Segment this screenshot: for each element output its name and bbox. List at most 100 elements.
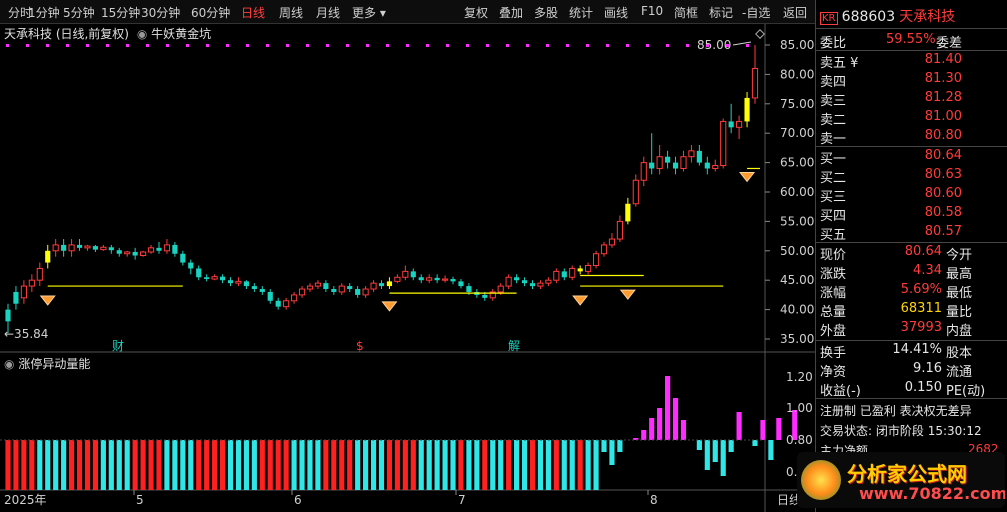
candle-body: [132, 251, 138, 256]
candle-72: [577, 265, 583, 275]
bid-row-0: 买一 80.64: [820, 148, 962, 167]
toolbar-btn-5[interactable]: F10: [641, 4, 664, 18]
signal-dot: [726, 44, 729, 47]
candle-body: [13, 291, 19, 304]
candle-body: [36, 267, 43, 281]
sub-y-tick-label: 0.80: [786, 433, 813, 447]
toolbar-btn-6[interactable]: 简框: [674, 6, 699, 20]
toolbar-btn-7[interactable]: 标记: [709, 6, 734, 20]
candle-body: [521, 280, 528, 284]
volume-bar: [402, 440, 408, 490]
signal-dot: [106, 44, 109, 47]
period-tab-9[interactable]: 更多 ▾: [352, 6, 386, 20]
period-tab-5[interactable]: 60分钟: [191, 6, 231, 20]
candle-54: [434, 274, 440, 284]
candle-body: [434, 277, 440, 281]
spike-bar: [657, 408, 663, 440]
candle-body: [585, 265, 592, 272]
candle-body: [259, 289, 265, 292]
stat2-row-0-label: 换手: [820, 346, 847, 361]
signal-dot: [6, 44, 9, 47]
toolbar-btn-1[interactable]: 叠加: [499, 6, 524, 20]
x-axis-label: 日线: [777, 493, 801, 507]
stat-row-4-right-label: 内盘: [946, 324, 973, 339]
stat-row-4-value: 37993: [900, 320, 942, 335]
stat-row-1-value: 4.34: [913, 263, 942, 278]
volume-bar: [259, 440, 265, 490]
signal-dot: [546, 44, 549, 47]
period-tab-4[interactable]: 30分钟: [141, 6, 181, 20]
dropdown-icon[interactable]: ◉: [4, 357, 15, 371]
spike-bar: [633, 438, 639, 440]
candle-body: [108, 247, 114, 251]
candle-body: [632, 179, 639, 205]
candle-77: [616, 215, 623, 242]
bid-row-2: 买三 80.60: [820, 186, 962, 205]
candle-body: [744, 97, 750, 122]
candle-26: [211, 274, 218, 281]
volume-bar: [474, 440, 480, 490]
toolbar-btn-2[interactable]: 多股: [534, 6, 559, 20]
stat-row-3-value: 68311: [900, 301, 942, 316]
signal-dot: [126, 44, 129, 47]
dropdown-icon[interactable]: ◉: [136, 27, 148, 41]
volume-bar: [53, 440, 59, 490]
spike-bar: [736, 412, 742, 440]
candle-11: [92, 244, 98, 252]
period-tab-6[interactable]: 日线: [241, 6, 266, 20]
candle-body: [76, 244, 83, 248]
signal-dot: [626, 44, 629, 47]
candle-78: [625, 197, 631, 225]
candle-body: [314, 282, 322, 287]
volume-bar: [204, 440, 210, 490]
stat-row-2-label: 涨幅: [820, 286, 847, 301]
period-tab-2[interactable]: 5分钟: [63, 6, 95, 20]
toolbar-btn-0[interactable]: 复权: [464, 6, 489, 20]
event-marker: 财: [112, 339, 124, 353]
event-marker: $: [356, 339, 364, 353]
period-tab-1[interactable]: 1分钟: [28, 6, 60, 20]
candle-body: [147, 247, 155, 253]
candle-body: [61, 244, 67, 251]
period-tab-3[interactable]: 15分钟: [101, 6, 141, 20]
candle-body: [267, 291, 273, 301]
candle-body: [426, 277, 433, 281]
toolbar-btn-9[interactable]: 返回: [783, 6, 808, 20]
candle-body: [712, 165, 719, 169]
spike-bar: [641, 430, 647, 440]
bid-row-0-label: 买一: [820, 152, 847, 167]
kline-chart[interactable]: 85.00 80.00 75.00 70.00 65.00 60.00 55.00 50.00…: [0, 0, 815, 512]
toolbar-btn-8[interactable]: -自选: [742, 6, 771, 20]
candle-79: [632, 174, 639, 207]
candle-73: [585, 262, 592, 275]
signal-dot: [646, 44, 649, 47]
period-tab-0[interactable]: 分时: [8, 6, 33, 20]
candle-75: [600, 241, 608, 257]
candle-3: [28, 274, 35, 292]
candle-body: [450, 279, 456, 282]
period-tab-8[interactable]: 月线: [316, 6, 341, 20]
toolbar-btn-4[interactable]: 画线: [604, 6, 629, 20]
candle-body: [625, 203, 631, 222]
candle-45: [362, 286, 369, 298]
toolbar-btn-3[interactable]: 统计: [569, 6, 594, 20]
diamond-icon: [381, 301, 398, 312]
volume-bar: [132, 440, 138, 490]
candle-body: [92, 246, 98, 250]
ask-row-0: 卖五 ¥ 81.40: [820, 52, 962, 71]
stat-row-1-right-label: 最高: [946, 267, 973, 282]
candle-body: [243, 281, 249, 287]
volume-bar: [553, 440, 559, 490]
stat2-row-1-label: 净资: [820, 365, 847, 380]
bid-row-3: 买四 80.58: [820, 205, 962, 224]
candle-body: [156, 247, 162, 251]
period-tab-7[interactable]: 周线: [279, 6, 304, 20]
indicator-label[interactable]: 牛妖黄金坑: [151, 27, 212, 41]
sub-indicator-label[interactable]: 涨停异动量能: [18, 357, 91, 371]
candle-body: [211, 276, 218, 280]
candle-body: [696, 150, 702, 163]
candle-body: [665, 156, 671, 163]
spike-bar: [672, 398, 679, 440]
candle-14: [116, 247, 122, 257]
candle-body: [402, 270, 409, 278]
